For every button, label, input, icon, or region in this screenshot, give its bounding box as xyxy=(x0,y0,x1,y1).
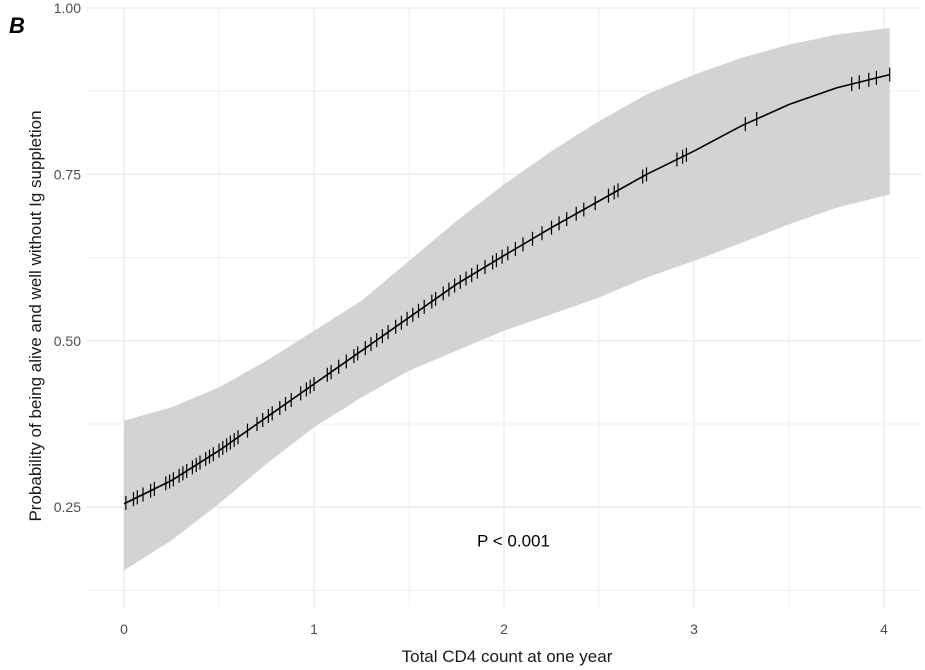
y-tick-label: 1.00 xyxy=(54,0,81,16)
y-tick-label: 0.25 xyxy=(54,499,81,515)
y-tick-label: 0.75 xyxy=(54,166,81,182)
y-tick-label: 0.50 xyxy=(54,333,81,349)
x-tick-label: 3 xyxy=(690,621,698,637)
x-tick-label: 0 xyxy=(120,621,128,637)
y-axis-title: Probability of being alive and well with… xyxy=(26,110,45,521)
x-tick-label: 2 xyxy=(500,621,508,637)
p-value-annotation: P < 0.001 xyxy=(477,531,550,550)
panel-label: B xyxy=(9,13,25,38)
y-axis-ticks: 0.25 0.50 0.75 1.00 xyxy=(54,0,81,515)
confidence-ribbon xyxy=(124,28,890,571)
x-tick-label: 4 xyxy=(880,621,888,637)
fit-line-group xyxy=(123,73,890,505)
rug-marks xyxy=(125,67,891,510)
x-axis-title: Total CD4 count at one year xyxy=(402,647,613,666)
x-tick-label: 1 xyxy=(310,621,318,637)
x-axis-ticks: 0 1 2 3 4 xyxy=(120,621,888,637)
fit-line xyxy=(123,73,890,505)
